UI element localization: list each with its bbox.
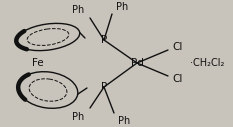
Text: Ph: Ph <box>72 112 84 122</box>
Text: Fe: Fe <box>32 58 44 68</box>
Text: ·CH₂Cl₂: ·CH₂Cl₂ <box>190 58 224 68</box>
Text: Cl: Cl <box>172 42 182 52</box>
Text: P: P <box>101 82 107 92</box>
Text: Cl: Cl <box>172 74 182 84</box>
Text: Ph: Ph <box>116 2 128 12</box>
Text: P: P <box>101 35 107 45</box>
Text: Pd: Pd <box>130 58 144 68</box>
Text: Ph: Ph <box>118 116 130 126</box>
Text: Ph: Ph <box>72 5 84 15</box>
